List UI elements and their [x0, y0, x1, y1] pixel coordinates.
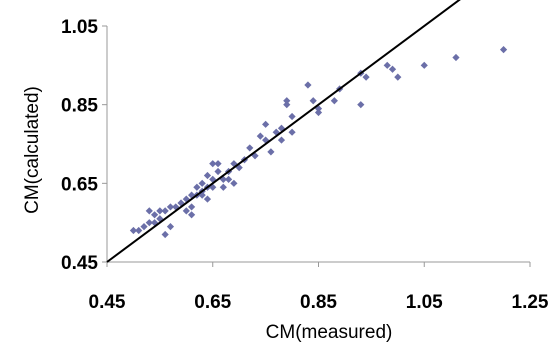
data-point [225, 175, 233, 183]
x-tick-label: 0.45 [89, 292, 126, 313]
reference-line [106, 0, 461, 263]
data-point [209, 160, 217, 168]
data-point [150, 211, 159, 219]
data-point [267, 148, 275, 156]
data-point [283, 101, 291, 109]
data-point [309, 97, 317, 105]
data-point [499, 46, 508, 54]
data-point [388, 65, 397, 73]
data-point [161, 230, 169, 239]
data-point [203, 171, 212, 180]
data-point [362, 73, 370, 81]
data-point [161, 207, 169, 215]
data-point [214, 167, 222, 176]
data-point [219, 183, 227, 191]
data-point [304, 81, 312, 89]
data-point [283, 97, 291, 105]
data-point [198, 179, 206, 187]
y-tick-label: 0.65 [61, 174, 98, 195]
data-point [145, 219, 153, 227]
data-point [256, 132, 264, 140]
y-axis-ticks: 0.45 0.65 0.85 1.05 [61, 17, 107, 274]
y-tick-label: 1.05 [61, 17, 98, 38]
y-axis-title: CM(calculated) [22, 86, 43, 214]
y-tick-label: 0.45 [61, 253, 98, 274]
data-point [230, 179, 238, 187]
y-tick-label: 0.85 [61, 96, 98, 117]
data-point [203, 195, 212, 203]
data-point [277, 124, 286, 132]
x-tick-label: 0.65 [194, 292, 231, 313]
data-point [166, 223, 175, 231]
data-point [140, 223, 148, 231]
data-point [129, 226, 138, 235]
x-tick-label: 1.05 [406, 292, 443, 313]
x-tick-label: 1.25 [512, 292, 549, 313]
data-point [182, 207, 190, 215]
data-point [166, 203, 175, 211]
data-point [330, 97, 338, 105]
data-point [288, 112, 296, 121]
data-point [452, 53, 460, 62]
data-point [156, 207, 164, 215]
data-point [357, 101, 365, 109]
data-point [262, 120, 270, 128]
plot-area: 0.45 0.65 0.85 1.05 0.45 0.65 0.85 1.05 1.25 [61, 0, 549, 313]
data-point [135, 226, 143, 235]
data-point [383, 61, 391, 69]
data-points [129, 46, 508, 239]
data-point [188, 203, 196, 211]
data-point [193, 183, 201, 191]
data-point [246, 144, 254, 152]
data-point [214, 160, 222, 168]
data-point [288, 128, 296, 136]
x-tick-label: 0.85 [300, 292, 337, 313]
data-point [420, 61, 428, 69]
data-point [145, 207, 153, 215]
data-point [394, 73, 402, 81]
data-point [277, 136, 286, 144]
data-point [314, 108, 323, 117]
x-axis-ticks: 0.45 0.65 0.85 1.05 1.25 [89, 262, 549, 313]
data-point [188, 211, 196, 219]
x-axis-title: CM(measured) [266, 322, 393, 343]
